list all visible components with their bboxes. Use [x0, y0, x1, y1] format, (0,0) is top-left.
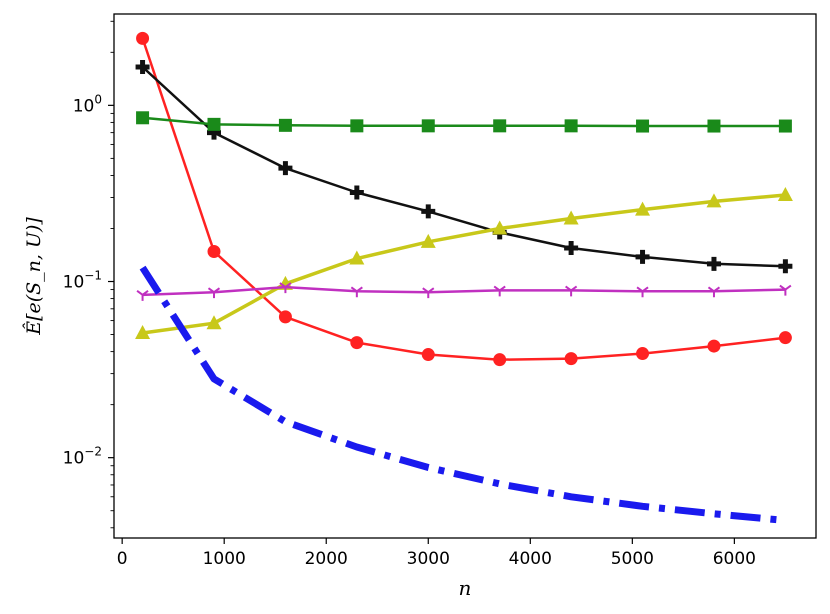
plot-content	[135, 31, 793, 524]
series-5-point	[207, 287, 221, 299]
x-tick-label: 2000	[305, 549, 348, 569]
series-5-point	[350, 286, 363, 298]
series-1-point	[564, 352, 578, 366]
x-tick-label: 1000	[203, 549, 246, 569]
y-axis-label: Ê[e(S_n, U)]	[22, 217, 45, 336]
series-2-point	[206, 125, 221, 140]
x-axis-label: n	[459, 576, 472, 600]
y-tick-label: 100	[73, 92, 102, 116]
series-1-point	[421, 348, 435, 362]
series-1-point	[778, 331, 792, 345]
y-tick-label: 10−1	[63, 269, 102, 293]
series-3-point	[493, 119, 507, 133]
series-2-point	[635, 249, 650, 264]
series-3-line	[142, 116, 786, 128]
series-4-line	[142, 193, 786, 335]
series-5-point	[636, 286, 649, 298]
series-2-point	[278, 161, 293, 176]
series-4-point	[206, 315, 222, 330]
series-2-point	[564, 240, 579, 255]
series-3-point	[278, 118, 292, 132]
series-5-point	[136, 290, 149, 301]
series-1-point	[493, 353, 507, 367]
series-6-line	[139, 265, 786, 524]
series-1-point	[707, 339, 721, 353]
plot-frame	[113, 13, 817, 539]
y-axis: 10−2 10−1 100	[63, 20, 114, 529]
x-tick-label: 6000	[713, 549, 756, 569]
series-5-point	[493, 285, 506, 297]
x-tick-label: 4000	[509, 549, 552, 569]
series-3-point	[207, 117, 221, 131]
series-4-point	[706, 193, 722, 208]
series-4-point	[349, 250, 365, 265]
series-1-point	[136, 31, 150, 45]
series-3-point	[421, 119, 435, 133]
series-1-point	[350, 336, 364, 350]
series-2-point	[778, 259, 793, 274]
series-4-point	[777, 186, 793, 201]
series-2-point	[349, 185, 364, 200]
series-5-point	[422, 287, 435, 299]
series-2-point	[421, 204, 436, 219]
series-4-point	[635, 201, 651, 216]
series-1-point	[278, 310, 292, 324]
x-tick-label: 3000	[407, 549, 450, 569]
series-5-point	[707, 286, 721, 298]
series-2-line	[141, 66, 786, 268]
series-1-point	[636, 347, 650, 361]
series-3-point	[350, 119, 364, 133]
series-1-point	[207, 245, 221, 259]
x-tick-label: 0	[117, 549, 128, 569]
series-3-point	[136, 111, 150, 125]
series-1-line	[141, 38, 786, 361]
x-axis: 0 1000 2000 3000 4000 5000 6000	[117, 538, 756, 569]
series-4-point	[135, 325, 151, 340]
series-5-point	[279, 282, 292, 294]
series-2-point	[706, 256, 721, 271]
series-3-point	[564, 119, 578, 133]
series-3-point	[778, 119, 792, 133]
x-tick-label: 5000	[611, 549, 654, 569]
series-4-point	[492, 220, 508, 235]
series-4-point	[420, 233, 436, 248]
series-3-point	[707, 119, 721, 133]
series-2-point	[135, 60, 150, 75]
series-4-point	[563, 210, 579, 225]
series-5-point	[565, 285, 578, 297]
y-tick-label: 10−2	[63, 445, 102, 469]
series-3-point	[636, 119, 650, 133]
series-5-point	[779, 284, 792, 296]
series-5-line	[142, 285, 786, 297]
